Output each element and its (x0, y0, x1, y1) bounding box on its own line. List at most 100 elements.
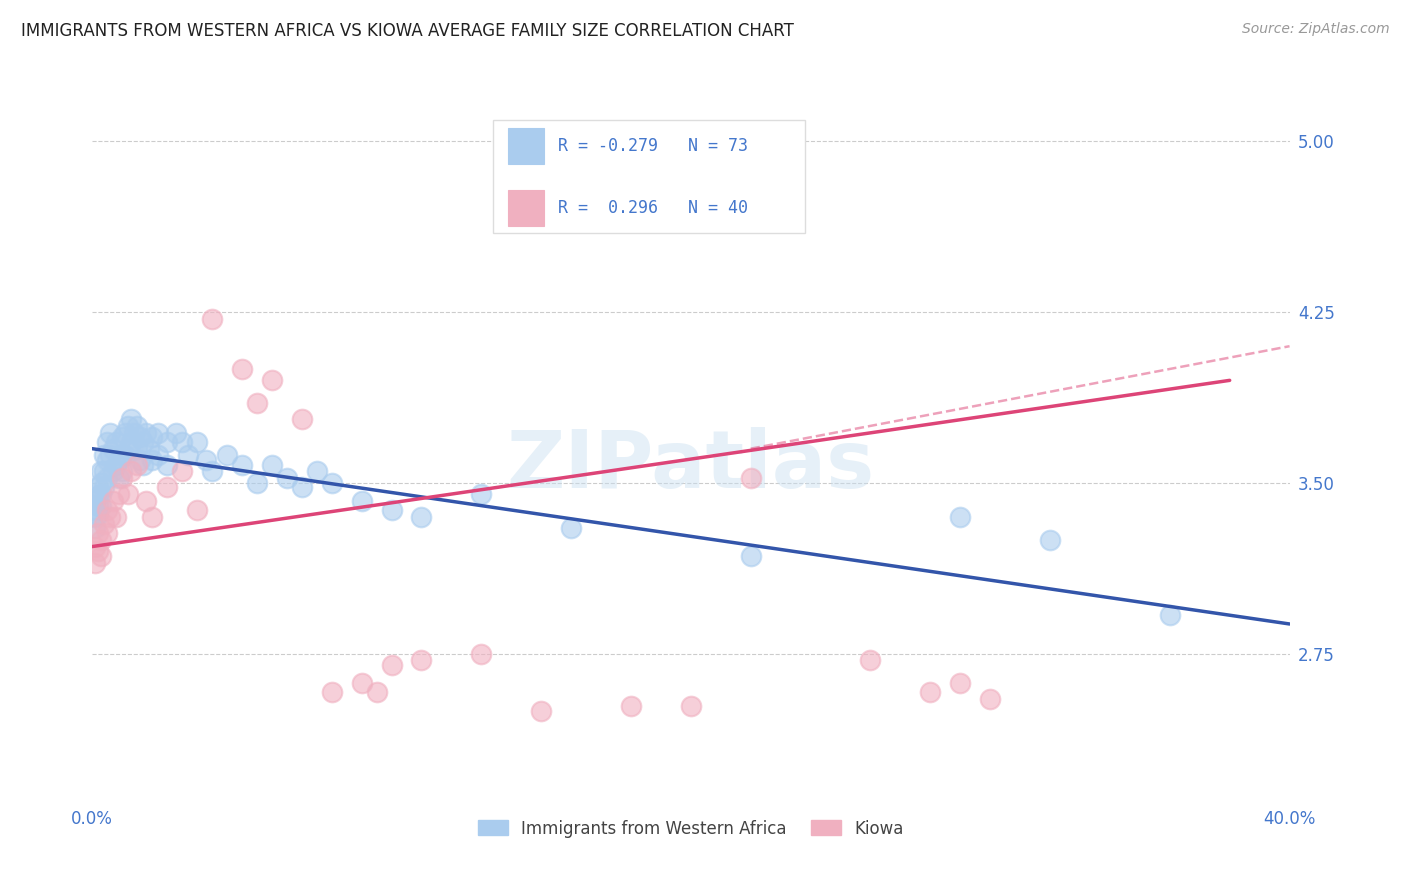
Point (87, 525, 110, 540)
Point (186, 503, 208, 517)
Point (1159, 607, 1181, 622)
Point (170, 434, 193, 449)
Point (156, 480, 179, 494)
Point (90, 533, 112, 547)
Point (96, 471, 118, 485)
Point (90, 487, 112, 501)
Point (129, 430, 152, 444)
Text: ZIPatlas: ZIPatlas (506, 427, 875, 506)
Point (138, 442, 160, 456)
Point (105, 434, 128, 449)
Point (111, 430, 134, 444)
Point (177, 449, 200, 463)
Point (141, 430, 163, 444)
Point (165, 425, 187, 440)
Point (98, 510, 121, 524)
Point (135, 425, 157, 440)
Point (949, 510, 972, 524)
Point (321, 685, 343, 699)
Point (260, 458, 283, 472)
Point (96, 503, 118, 517)
Point (920, 685, 942, 699)
Point (156, 458, 179, 472)
Point (120, 434, 142, 449)
Point (380, 657, 402, 672)
Point (859, 653, 882, 667)
Point (93, 465, 115, 479)
Point (96, 434, 118, 449)
FancyBboxPatch shape (494, 120, 804, 234)
Text: R = -0.279   N = 73: R = -0.279 N = 73 (558, 136, 748, 155)
Point (117, 418, 139, 433)
Point (740, 471, 762, 485)
Point (560, 521, 582, 535)
Point (98, 449, 121, 463)
Point (260, 373, 283, 387)
Point (291, 480, 314, 494)
Point (125, 458, 148, 472)
Point (305, 465, 328, 479)
Point (93, 516, 115, 531)
Point (93, 480, 115, 494)
Point (679, 698, 702, 713)
Point (108, 487, 131, 501)
Point (111, 471, 134, 485)
Point (246, 475, 269, 490)
Point (132, 458, 155, 472)
Point (84, 494, 107, 508)
Point (215, 449, 238, 463)
Text: Source: ZipAtlas.com: Source: ZipAtlas.com (1241, 22, 1389, 37)
Point (87, 480, 110, 494)
Point (84, 540, 107, 554)
Point (620, 698, 643, 713)
Point (98, 425, 121, 440)
Point (117, 487, 139, 501)
Point (194, 453, 217, 467)
Point (84, 510, 107, 524)
Point (111, 465, 134, 479)
Point (96, 525, 118, 540)
Point (96, 453, 118, 467)
Point (141, 510, 163, 524)
Point (101, 442, 124, 456)
Point (380, 503, 402, 517)
Point (156, 434, 179, 449)
Point (201, 311, 224, 326)
Point (108, 471, 131, 485)
Point (170, 465, 193, 479)
Point (949, 676, 972, 690)
FancyBboxPatch shape (508, 190, 544, 226)
Point (141, 453, 163, 467)
Point (231, 458, 253, 472)
Point (90, 549, 112, 563)
Point (979, 692, 1001, 706)
Point (350, 494, 373, 508)
Point (146, 425, 169, 440)
Point (87, 544, 110, 558)
Point (411, 510, 433, 524)
Point (231, 362, 253, 376)
Point (114, 449, 136, 463)
Point (87, 490, 110, 504)
Point (87, 499, 110, 513)
Point (108, 453, 131, 467)
Point (321, 475, 343, 490)
Point (125, 442, 148, 456)
Point (117, 442, 139, 456)
Point (129, 453, 152, 467)
Point (470, 487, 492, 501)
Point (146, 449, 169, 463)
Point (90, 499, 112, 513)
Point (90, 465, 112, 479)
Point (84, 503, 107, 517)
Point (114, 425, 136, 440)
Point (740, 549, 762, 563)
Point (120, 465, 142, 479)
Point (530, 704, 553, 718)
FancyBboxPatch shape (508, 128, 544, 164)
Point (470, 647, 492, 661)
Point (291, 412, 314, 426)
Point (411, 653, 433, 667)
Point (201, 465, 224, 479)
Point (84, 521, 107, 535)
